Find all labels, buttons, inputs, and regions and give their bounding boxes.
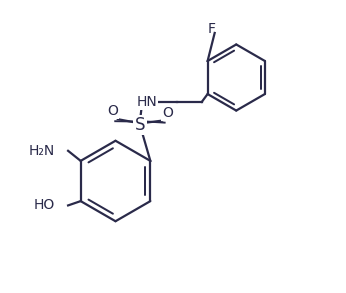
Text: S: S: [135, 116, 145, 134]
Text: O: O: [107, 104, 118, 118]
Text: HO: HO: [34, 198, 55, 212]
Text: O: O: [162, 106, 173, 120]
Text: HN: HN: [137, 95, 157, 109]
Text: F: F: [208, 22, 216, 36]
Text: H₂N: H₂N: [29, 144, 55, 158]
